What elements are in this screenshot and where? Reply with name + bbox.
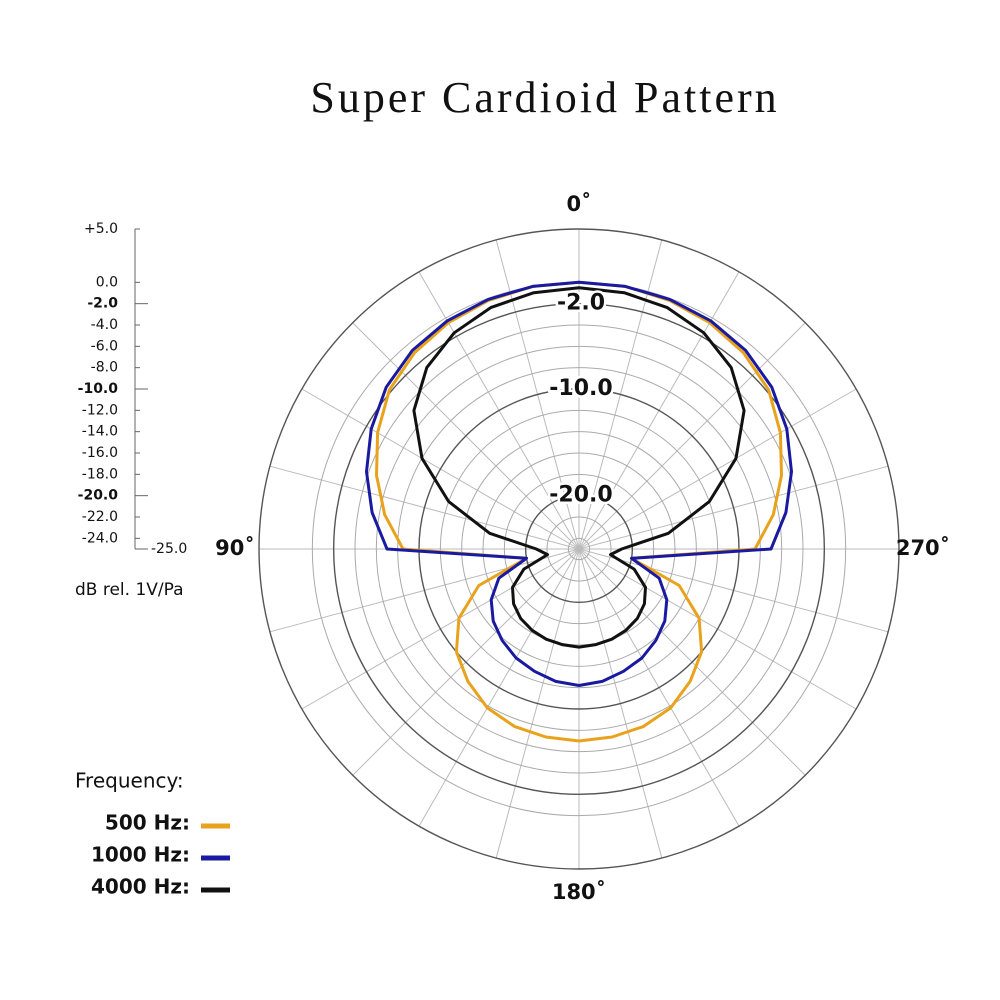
series-line	[365, 280, 793, 687]
y-tick-label: -8.0	[91, 360, 118, 376]
y-tick-label: -16.0	[82, 445, 118, 461]
chart-title: Super Cardioid Pattern	[310, 73, 779, 122]
ring-label: -2.0	[557, 291, 605, 316]
y-tick-label: -14.0	[82, 424, 118, 440]
y-tick-label: -24.0	[82, 530, 118, 546]
y-tick-label: -2.0	[87, 296, 118, 312]
series-line	[412, 286, 746, 649]
ring-label: -20.0	[549, 483, 612, 508]
grid-ring	[461, 431, 697, 667]
series-line	[375, 280, 783, 743]
grid-ring	[546, 516, 612, 582]
legend-label: 1000 Hz:	[91, 843, 190, 867]
angle-label: 270˚	[896, 536, 950, 560]
y-tick-label: -18.0	[82, 466, 118, 482]
angle-label: 180˚	[552, 880, 606, 904]
grid-ring	[354, 324, 804, 774]
grid-ring	[375, 345, 783, 753]
grid-ring	[482, 452, 676, 646]
y-tick-label: -4.0	[91, 317, 118, 333]
angle-label: 0˚	[566, 192, 591, 216]
legend-title: Frequency:	[75, 769, 184, 793]
legend-label: 500 Hz:	[105, 811, 190, 835]
grid-ring	[567, 537, 591, 561]
grid-ring	[258, 228, 900, 870]
y-tick-label: -25.0	[151, 541, 187, 557]
ring-label: -10.0	[549, 376, 612, 401]
y-tick-label: -10.0	[78, 381, 119, 397]
y-tick-label: -22.0	[82, 509, 118, 525]
y-axis-label: dB rel. 1V/Pa	[75, 580, 184, 600]
y-tick-label: +5.0	[84, 221, 118, 237]
legend-label: 4000 Hz:	[91, 875, 190, 899]
y-tick-label: 0.0	[96, 274, 118, 290]
y-tick-label: -6.0	[91, 338, 118, 354]
grid-ring	[439, 409, 719, 689]
y-tick-label: -12.0	[82, 402, 118, 418]
angle-label: 90˚	[215, 536, 255, 560]
grid-ring	[332, 302, 826, 796]
grid-ring	[503, 473, 655, 625]
grid-ring	[524, 494, 634, 604]
y-tick-label: -20.0	[78, 488, 119, 504]
